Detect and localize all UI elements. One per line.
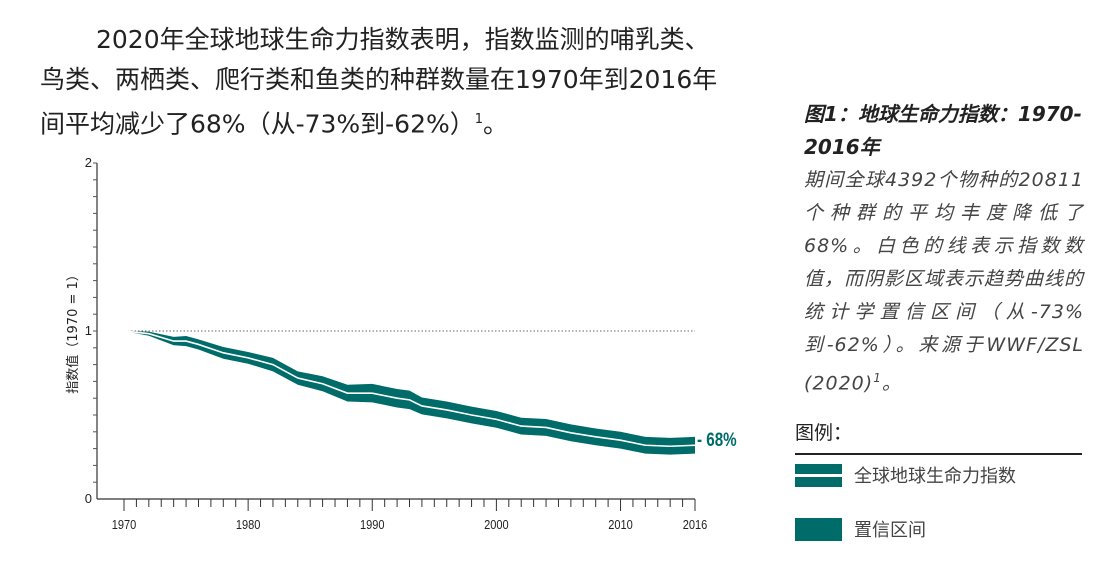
axes: 0 1 2 1970 1980 1990 2000 2010 2016 (85, 155, 708, 532)
caption-end: 。 (881, 372, 902, 395)
x-tick-label: 2016 (683, 517, 708, 532)
ci-swatch (795, 517, 842, 541)
intro-text: 2020年全球地球生命力指数表明，指数监测的哺乳类、鸟类、两栖类、爬行类和鱼类的… (40, 25, 718, 139)
x-tick-label: 1990 (360, 517, 385, 532)
y-tick-label: 2 (85, 155, 92, 170)
legend-title: 图例： (795, 418, 1082, 455)
legend-item-index: 全球地球生命力指数 (795, 463, 1082, 487)
y-axis-label: 指数值（1970 = 1） (65, 268, 81, 394)
confidence-interval-band (124, 331, 695, 455)
x-tick-label: 1980 (236, 517, 261, 532)
figure-caption: 图1：地球生命力指数：1970-2016年 期间全球4392个物种的20811个… (804, 98, 1084, 400)
x-tick-label: 2010 (608, 517, 633, 532)
intro-end: 。 (483, 109, 509, 139)
caption-body: 期间全球4392个物种的20811个种群的平均丰度降低了68%。白色的线表示指数… (804, 164, 1084, 400)
index-line (123, 330, 696, 448)
x-tick-label: 1970 (112, 517, 137, 532)
legend-item-ci: 置信区间 (795, 517, 1082, 541)
caption-title: 图1：地球生命力指数：1970-2016年 (804, 102, 1082, 159)
index-line-swatch (795, 463, 842, 487)
legend-label: 全球地球生命力指数 (854, 466, 1016, 487)
y-tick-label: 1 (85, 323, 92, 338)
caption-footnote-ref: 1 (873, 371, 882, 385)
legend-label: 置信区间 (854, 520, 926, 541)
living-planet-index-chart: 0 1 2 1970 1980 1990 2000 2010 2016 指数值（1970 = 1… (65, 155, 737, 532)
x-tick-label: 2000 (484, 517, 509, 532)
intro-paragraph: 2020年全球地球生命力指数表明，指数监测的哺乳类、鸟类、两栖类、爬行类和鱼类的… (40, 20, 730, 144)
caption-text: 期间全球4392个物种的20811个种群的平均丰度降低了68%。白色的线表示指数… (804, 169, 1085, 395)
legend: 图例： 全球地球生命力指数 置信区间 (795, 418, 1082, 541)
y-tick-label: 0 (85, 491, 92, 506)
footnote-ref: 1 (474, 112, 484, 127)
end-label-68: - 68% (697, 428, 737, 450)
